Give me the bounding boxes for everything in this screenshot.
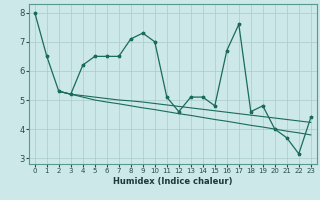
X-axis label: Humidex (Indice chaleur): Humidex (Indice chaleur): [113, 177, 233, 186]
